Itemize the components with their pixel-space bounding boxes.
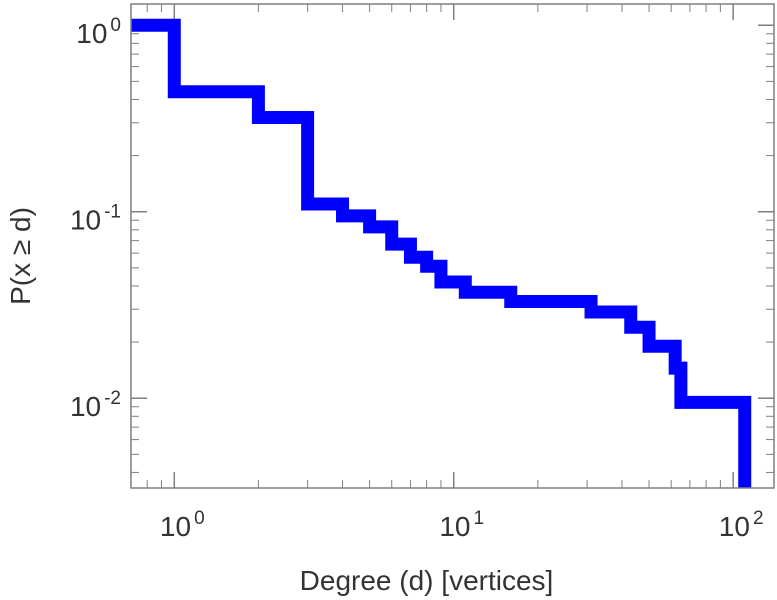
tick-marks — [130, 4, 774, 488]
x-tick-label: 10 0 — [160, 508, 205, 542]
series-line-0 — [131, 18, 752, 488]
x-tick-label: 10 1 — [439, 508, 484, 542]
y-axis-label: P(x ≥ d) — [5, 207, 36, 305]
tick-labels: 10 0 10 1 10 2 10 0 10 -1 10 -2 — [70, 15, 764, 542]
y-tick-label: 10 -2 — [70, 388, 121, 422]
plot-frame — [130, 3, 775, 489]
series-layer — [131, 18, 752, 488]
x-axis-label: Degree (d) [vertices] — [300, 565, 554, 596]
y-tick-label: 10 -1 — [70, 202, 121, 236]
y-tick-label: 10 0 — [76, 15, 121, 49]
x-tick-label: 10 2 — [719, 508, 764, 542]
